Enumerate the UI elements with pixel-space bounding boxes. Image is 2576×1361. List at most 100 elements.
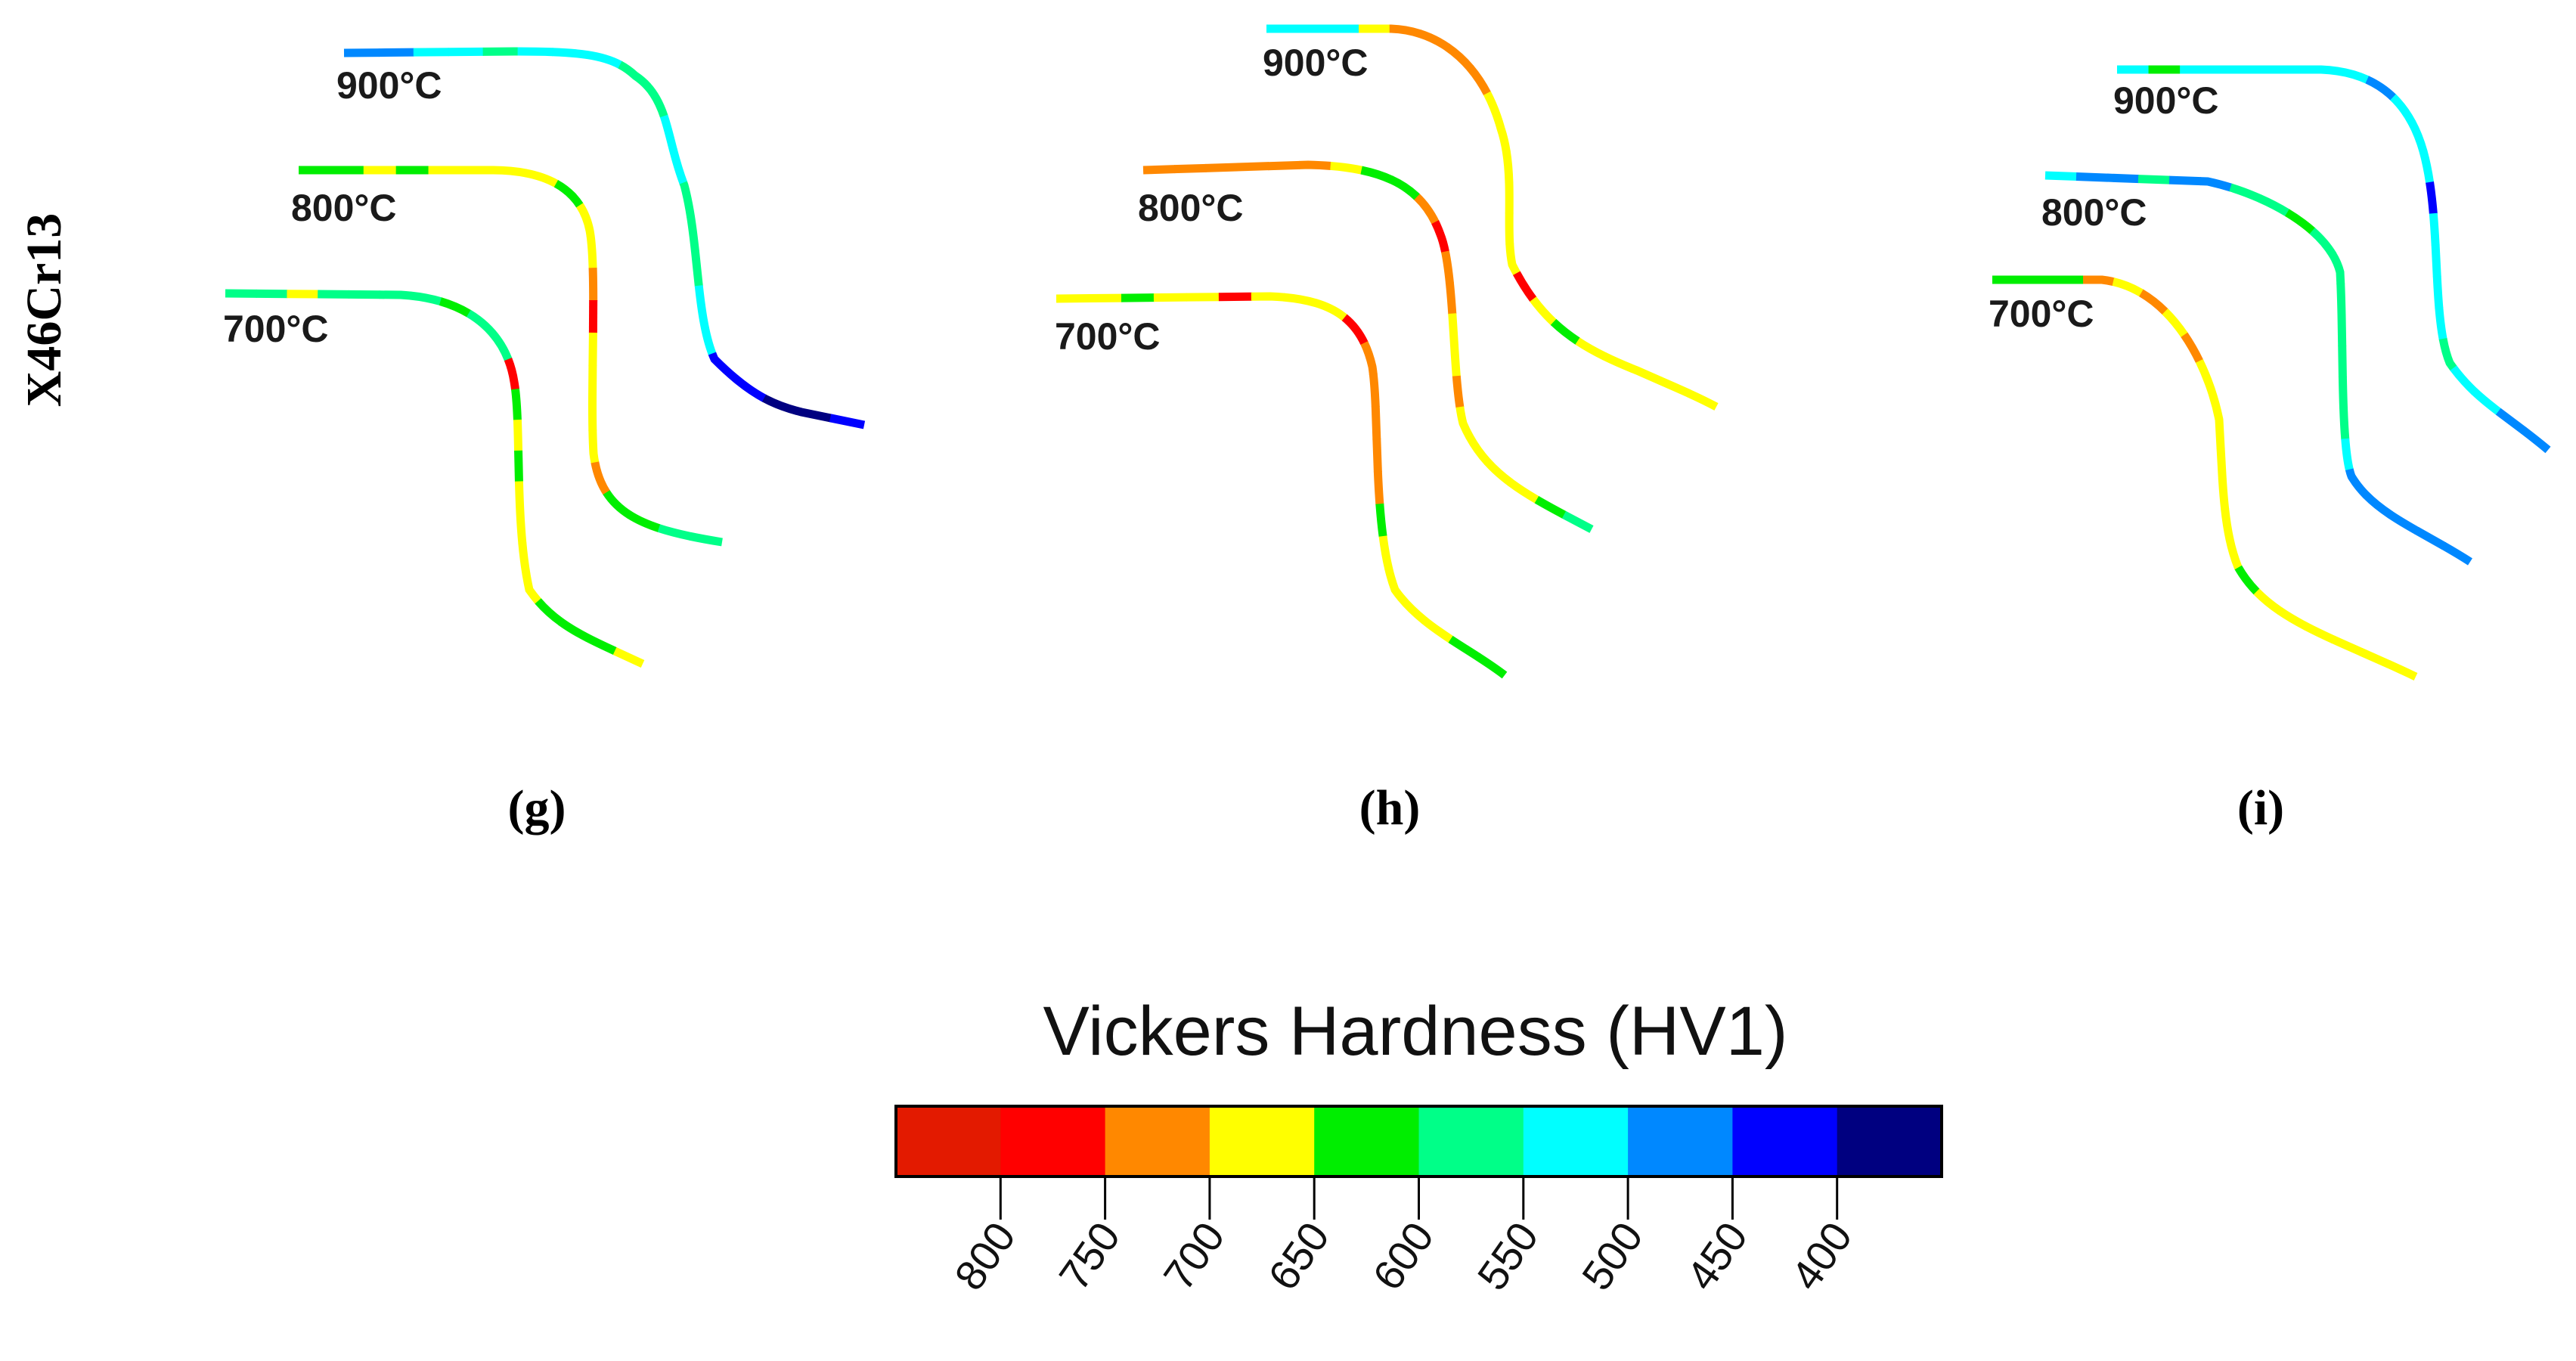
- colorbar-tick-label: 450: [1677, 1214, 1756, 1299]
- colorbar-bins: [896, 1106, 1942, 1177]
- panel-label-i: (i): [2237, 780, 2284, 836]
- hardness-segment: [1056, 292, 1508, 679]
- hardness-segment: [225, 289, 645, 668]
- hardness-segment: [1056, 292, 1508, 679]
- hardness-segment: [1266, 24, 1719, 411]
- hardness-segment: [1266, 24, 1719, 411]
- hardness-segment: [1992, 275, 2418, 680]
- curve-guide: [344, 51, 864, 425]
- hardness-segment: [1056, 292, 1508, 679]
- hardness-segment: [343, 47, 866, 429]
- hardness-curve-g-800: [299, 166, 723, 547]
- colorbar-bin: [1105, 1106, 1211, 1177]
- colorbar-bin: [1314, 1106, 1419, 1177]
- curve-guide: [1266, 29, 1716, 407]
- colorbar-tick-label: 600: [1363, 1214, 1443, 1299]
- hardness-segment: [1266, 24, 1719, 411]
- colorbar-bin: [1628, 1106, 1733, 1177]
- hardness-segment: [1266, 24, 1719, 411]
- hardness-segment: [343, 47, 866, 429]
- hardness-segment: [343, 47, 866, 429]
- hardness-segment: [1266, 24, 1719, 411]
- hardness-segment: [343, 47, 866, 429]
- hardness-segment: [1266, 24, 1719, 411]
- hardness-segment: [343, 47, 866, 429]
- colorbar-tick-label: 550: [1468, 1214, 1547, 1299]
- colorbar-bin: [1209, 1106, 1315, 1177]
- hardness-segment: [343, 47, 866, 429]
- hardness-segment: [2044, 171, 2472, 566]
- colorbar-tick-label: 800: [945, 1214, 1025, 1299]
- hardness-segment: [2117, 65, 2551, 454]
- hardness-segment: [1266, 24, 1719, 411]
- hardness-segment: [343, 47, 866, 429]
- colorbar-tick-label: 650: [1259, 1214, 1338, 1299]
- steel-grade-label: X46Cr13: [17, 213, 72, 408]
- hardness-segment: [299, 166, 723, 547]
- hardness-segment: [343, 47, 866, 429]
- hardness-curve-i-700: [1992, 275, 2418, 680]
- hardness-segment: [1142, 160, 1594, 533]
- hardness-segment: [343, 47, 866, 429]
- temperature-label: 700°C: [1989, 293, 2094, 335]
- colorbar-tick-label: 400: [1781, 1214, 1861, 1299]
- hardness-segment: [1266, 24, 1719, 411]
- hardness-segment: [1266, 24, 1719, 411]
- colorbar-bin: [1418, 1106, 1524, 1177]
- hardness-segment: [343, 47, 866, 429]
- hardness-segment: [299, 166, 723, 547]
- hardness-curve-g-700: [225, 289, 645, 668]
- hardness-curve-h-800: [1142, 160, 1594, 533]
- hardness-segment: [343, 47, 866, 429]
- hardness-segment: [2044, 171, 2472, 566]
- colorbar: Vickers Hardness (HV1) 800 750 700 650 600 55…: [894, 993, 1943, 1298]
- colorbar-bin: [1523, 1106, 1629, 1177]
- hardness-segment: [343, 47, 866, 429]
- hardness-segment: [2117, 65, 2551, 454]
- panel-label-h: (h): [1359, 780, 1421, 836]
- hardness-segment: [225, 289, 645, 668]
- hardness-segment: [343, 47, 866, 429]
- hardness-segment: [1266, 24, 1719, 411]
- temperature-label: 900°C: [1263, 42, 1369, 84]
- hardness-segment: [1266, 24, 1719, 411]
- temperature-label: 800°C: [2041, 191, 2147, 234]
- colorbar-bin: [896, 1106, 1001, 1177]
- colorbar-tick-label: 750: [1049, 1214, 1129, 1299]
- temperature-label: 700°C: [223, 308, 329, 350]
- hardness-curve-g-900: [343, 47, 866, 429]
- hardness-segment: [1266, 24, 1719, 411]
- hardness-segment: [343, 47, 866, 429]
- hardness-segment: [1992, 275, 2418, 680]
- temperature-label: 800°C: [291, 187, 397, 229]
- hardness-segment: [1266, 24, 1719, 411]
- hardness-segment: [299, 166, 723, 547]
- hardness-curve-h-700: [1056, 292, 1508, 679]
- hardness-segment: [1266, 24, 1719, 411]
- hardness-segment: [1266, 24, 1719, 411]
- hardness-segment: [2044, 171, 2472, 566]
- panel-i: 900°C 800°C 700°C: [1989, 65, 2551, 680]
- colorbar-ticks: 800 750 700 650 600 550 500 450 400: [945, 1177, 1861, 1298]
- colorbar-bin: [1837, 1106, 1942, 1177]
- hardness-segment: [343, 47, 866, 429]
- temperature-label: 800°C: [1138, 187, 1244, 229]
- hardness-segment: [343, 47, 866, 429]
- hardness-segment: [1142, 160, 1594, 533]
- hardness-segment: [343, 47, 866, 429]
- hardness-segment: [1266, 24, 1719, 411]
- hardness-curve-i-800: [2044, 171, 2472, 566]
- hardness-segment: [343, 47, 866, 429]
- hardness-segment: [1266, 24, 1719, 411]
- temperature-label: 900°C: [336, 64, 442, 107]
- hardness-curve-i-900: [2117, 65, 2551, 454]
- hardness-segment: [1992, 275, 2418, 680]
- colorbar-bin: [1732, 1106, 1838, 1177]
- hardness-segment: [1266, 24, 1719, 411]
- hardness-segment: [1266, 24, 1719, 411]
- hardness-segment: [2117, 65, 2551, 454]
- hardness-segment: [1266, 24, 1719, 411]
- panel-h: 900°C 800°C 700°C: [1055, 24, 1719, 679]
- hardness-segment: [225, 289, 645, 668]
